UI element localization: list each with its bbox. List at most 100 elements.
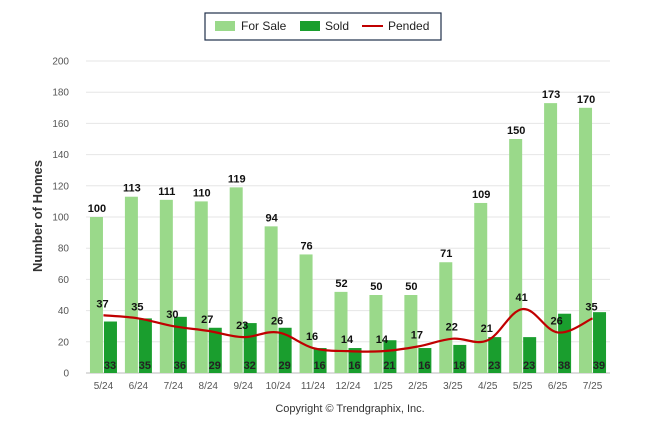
data-label-for-sale: 94 bbox=[266, 212, 279, 224]
bar-for-sale bbox=[439, 262, 453, 373]
pended-line-group bbox=[103, 307, 594, 353]
data-label-sold: 16 bbox=[348, 360, 360, 372]
data-label-sold: 35 bbox=[139, 360, 151, 372]
data-label-pended: 35 bbox=[585, 301, 597, 313]
bar-sold bbox=[313, 348, 327, 373]
bar-sold bbox=[453, 344, 467, 373]
bar-sold bbox=[383, 340, 397, 373]
bar-for-sale bbox=[159, 199, 173, 373]
data-label-sold: 18 bbox=[453, 360, 465, 372]
x-tick-labels: 5/24 6/24 7/24 8/24 9/24 10/24 11/24 12/24 1/25 2… bbox=[94, 381, 603, 392]
data-label-for-sale: 50 bbox=[405, 281, 417, 293]
y-tick-label: 80 bbox=[58, 244, 70, 255]
bar-for-sale bbox=[124, 196, 138, 373]
data-label-pended: 23 bbox=[236, 320, 248, 332]
data-label-pended: 16 bbox=[306, 331, 318, 343]
pended-line bbox=[103, 307, 594, 353]
data-label-for-sale: 50 bbox=[370, 281, 382, 293]
data-label-sold: 33 bbox=[104, 360, 116, 372]
bar-sold bbox=[418, 348, 432, 373]
bar-for-sale bbox=[369, 295, 383, 373]
data-labels: 100 33 113 35 111 36 110 29 119 32 94 29 76 16 52 16 50 2… bbox=[88, 89, 605, 372]
bar-for-sale bbox=[509, 139, 523, 373]
data-label-for-sale: 71 bbox=[440, 248, 452, 260]
bar-sold bbox=[138, 318, 152, 373]
x-tick-label: 10/24 bbox=[266, 381, 291, 392]
data-label-for-sale: 110 bbox=[193, 187, 211, 199]
bars bbox=[89, 103, 607, 374]
x-tick-label: 6/25 bbox=[548, 381, 568, 392]
bar-sold bbox=[208, 327, 222, 373]
data-label-pended: 26 bbox=[271, 315, 283, 327]
bar-sold bbox=[103, 321, 117, 373]
data-label-for-sale: 119 bbox=[228, 173, 246, 185]
data-label-for-sale: 109 bbox=[472, 189, 490, 201]
x-tick-label: 4/25 bbox=[478, 381, 498, 392]
bar-for-sale bbox=[299, 254, 313, 373]
y-tick-label: 100 bbox=[52, 213, 69, 224]
data-label-sold: 29 bbox=[209, 360, 221, 372]
copyright-text: Copyright © Trendgraphix, Inc. bbox=[275, 403, 424, 415]
bar-sold bbox=[348, 348, 362, 373]
x-tick-label: 9/24 bbox=[233, 381, 253, 392]
data-label-pended: 17 bbox=[411, 329, 423, 341]
data-label-sold: 39 bbox=[593, 360, 605, 372]
x-tick-label: 6/24 bbox=[129, 381, 149, 392]
y-tick-label: 20 bbox=[58, 337, 70, 348]
data-label-for-sale: 150 bbox=[507, 125, 525, 137]
x-tick-label: 11/24 bbox=[301, 381, 326, 392]
data-label-pended: 35 bbox=[131, 301, 143, 313]
data-label-sold: 21 bbox=[383, 360, 395, 372]
y-tick-label: 160 bbox=[52, 119, 69, 130]
y-tick-label: 140 bbox=[52, 150, 69, 161]
data-label-sold: 16 bbox=[418, 360, 430, 372]
legend-label-pended: Pended bbox=[388, 19, 429, 33]
data-label-for-sale: 111 bbox=[158, 186, 175, 198]
bar-for-sale bbox=[229, 187, 243, 373]
x-tick-label: 7/25 bbox=[583, 381, 603, 392]
bar-for-sale bbox=[544, 103, 558, 374]
data-label-sold: 32 bbox=[244, 360, 256, 372]
x-tick-label: 7/24 bbox=[164, 381, 184, 392]
data-label-for-sale: 173 bbox=[542, 89, 560, 101]
data-label-pended: 26 bbox=[550, 315, 562, 327]
y-axis-label: Number of Homes bbox=[30, 160, 45, 272]
x-tick-label: 8/24 bbox=[199, 381, 219, 392]
y-tick-label: 60 bbox=[58, 275, 70, 286]
data-label-pended: 14 bbox=[376, 334, 389, 346]
bar-sold bbox=[278, 327, 292, 373]
legend-swatch-sold bbox=[300, 21, 320, 31]
data-label-for-sale: 52 bbox=[335, 278, 347, 290]
data-label-sold: 16 bbox=[313, 360, 325, 372]
bar-for-sale bbox=[194, 201, 208, 373]
bar-sold bbox=[558, 313, 572, 373]
data-label-sold: 29 bbox=[279, 360, 291, 372]
x-tick-label: 12/24 bbox=[335, 381, 360, 392]
legend-label-for-sale: For Sale bbox=[241, 19, 287, 33]
data-label-pended: 22 bbox=[446, 322, 458, 334]
bar-sold bbox=[523, 337, 537, 373]
y-tick-label: 40 bbox=[58, 306, 70, 317]
bar-for-sale bbox=[334, 291, 348, 373]
y-tick-label: 120 bbox=[52, 181, 69, 192]
y-tick-label: 180 bbox=[52, 88, 69, 99]
y-tick-label: 0 bbox=[63, 369, 69, 380]
data-label-sold: 36 bbox=[174, 360, 186, 372]
bar-sold bbox=[173, 316, 187, 373]
legend-frame bbox=[204, 12, 442, 41]
x-tick-label: 2/25 bbox=[408, 381, 428, 392]
x-tick-label: 5/24 bbox=[94, 381, 114, 392]
bar-for-sale bbox=[474, 202, 488, 373]
data-label-pended: 41 bbox=[516, 292, 528, 304]
bar-sold bbox=[488, 337, 502, 373]
data-label-sold: 23 bbox=[488, 360, 500, 372]
data-label-pended: 27 bbox=[201, 314, 213, 326]
data-label-pended: 21 bbox=[481, 323, 493, 335]
legend-swatch-for-sale bbox=[215, 21, 235, 31]
bar-for-sale bbox=[404, 295, 418, 373]
x-tick-label: 3/25 bbox=[443, 381, 463, 392]
data-label-for-sale: 113 bbox=[123, 183, 141, 195]
legend-label-sold: Sold bbox=[325, 19, 349, 33]
bar-for-sale bbox=[264, 226, 278, 373]
